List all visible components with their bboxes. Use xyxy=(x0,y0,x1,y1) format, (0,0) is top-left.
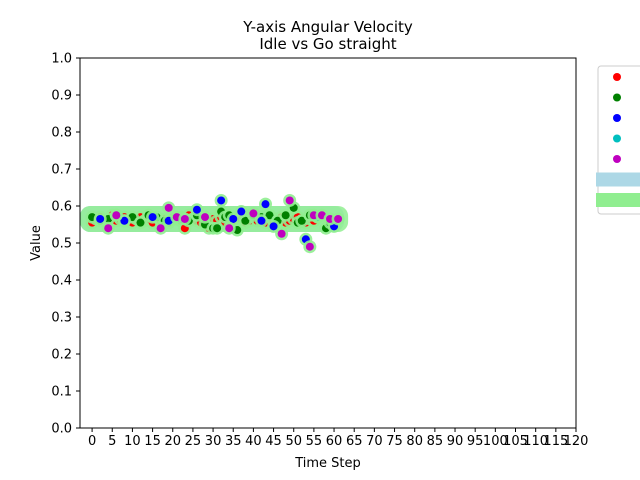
x-tick-label: 65 xyxy=(346,434,363,449)
x-tick-label: 45 xyxy=(265,434,282,449)
data-point xyxy=(96,214,105,223)
x-tick-label: 60 xyxy=(326,434,343,449)
y-tick-label: 1.0 xyxy=(51,52,72,67)
data-point xyxy=(334,214,343,223)
y-tick-label: 0.7 xyxy=(51,163,72,178)
data-point xyxy=(136,218,145,227)
legend-dot xyxy=(613,155,621,163)
data-point xyxy=(285,196,294,205)
legend-dot xyxy=(613,73,621,81)
x-tick-label: 50 xyxy=(285,434,302,449)
y-tick-label: 0.6 xyxy=(51,200,72,215)
data-point xyxy=(148,213,157,222)
data-point xyxy=(192,205,201,214)
y-tick-label: 0.9 xyxy=(51,89,72,104)
x-tick-label: 35 xyxy=(225,434,242,449)
y-tick-label: 0.8 xyxy=(51,126,72,141)
x-tick-label: 80 xyxy=(406,434,423,449)
legend xyxy=(596,65,640,215)
x-tick-label: 15 xyxy=(144,434,161,449)
x-tick-label: 30 xyxy=(205,434,222,449)
x-tick-label: 5 xyxy=(108,434,116,449)
x-tick-label: 115 xyxy=(543,434,568,449)
y-tick-label: 0.1 xyxy=(51,385,72,400)
legend-dot xyxy=(613,134,621,143)
legend-dot xyxy=(613,93,621,102)
x-axis-ticks: 0 5 10 15 20 25 30 35 40 45 50 55 60 65 70 75 80 85 90 95 10… xyxy=(88,428,588,449)
data-point xyxy=(249,209,258,218)
x-tick-label: 90 xyxy=(447,434,464,449)
data-point xyxy=(261,200,270,209)
data-point xyxy=(120,216,129,225)
data-point xyxy=(104,224,113,233)
data-point xyxy=(213,224,222,233)
x-tick-label: 95 xyxy=(467,434,484,449)
x-tick-label: 10 xyxy=(124,434,141,449)
x-tick-label: 105 xyxy=(503,434,528,449)
data-point xyxy=(225,224,234,233)
chart-subtitle: Idle vs Go straight xyxy=(259,35,396,53)
data-point xyxy=(281,211,290,220)
data-point xyxy=(257,216,266,225)
x-tick-label: 120 xyxy=(564,434,589,449)
data-point xyxy=(277,229,286,238)
x-tick-label: 75 xyxy=(386,434,403,449)
data-point xyxy=(156,224,165,233)
y-tick-label: 0.3 xyxy=(51,311,72,326)
data-point xyxy=(241,216,250,225)
legend-patch xyxy=(596,172,640,187)
x-axis-label: Time Step xyxy=(294,456,361,471)
y-axis-ticks: 0.0 0.1 0.2 0.3 0.4 0.5 0.6 0.7 0.8 0.9 1.0 xyxy=(51,52,80,437)
data-point xyxy=(180,214,189,223)
data-point xyxy=(229,214,238,223)
data-point xyxy=(217,196,226,205)
data-point xyxy=(305,242,314,251)
y-tick-label: 0.5 xyxy=(51,237,72,252)
data-point xyxy=(201,213,210,222)
x-tick-label: 55 xyxy=(306,434,323,449)
y-tick-label: 0.0 xyxy=(51,422,72,437)
x-tick-label: 100 xyxy=(483,434,508,449)
data-point xyxy=(164,203,173,212)
x-tick-label: 70 xyxy=(366,434,383,449)
data-point xyxy=(112,211,121,220)
legend-patch xyxy=(596,193,640,207)
data-point xyxy=(237,207,246,216)
x-tick-label: 0 xyxy=(88,434,96,449)
legend-dot xyxy=(613,114,621,122)
y-tick-label: 0.2 xyxy=(51,348,72,363)
chart-title: Y-axis Angular Velocity xyxy=(242,18,413,36)
y-axis-label: Value xyxy=(29,225,44,261)
data-points xyxy=(85,193,345,254)
x-tick-label: 25 xyxy=(185,434,202,449)
y-tick-label: 0.4 xyxy=(51,274,72,289)
x-tick-label: 110 xyxy=(523,434,548,449)
data-point xyxy=(269,222,278,231)
data-point xyxy=(265,211,274,220)
x-tick-label: 40 xyxy=(245,434,262,449)
x-tick-label: 20 xyxy=(164,434,181,449)
data-point xyxy=(297,216,306,225)
x-tick-label: 85 xyxy=(427,434,444,449)
